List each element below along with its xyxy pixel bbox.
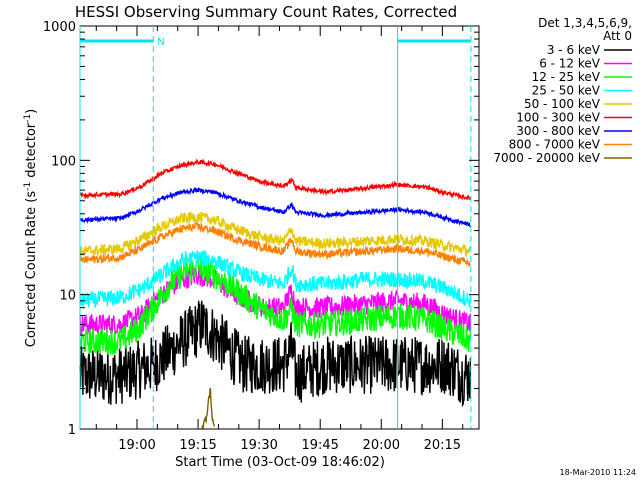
legend-label: 7000 - 20000 keV xyxy=(493,151,600,165)
night-label: N xyxy=(157,37,164,48)
y-axis-label-sup2: -1 xyxy=(23,114,33,123)
y-axis-label-end: ) xyxy=(24,109,39,114)
series-line-7 xyxy=(79,221,472,268)
x-tick-label: 19:00 xyxy=(118,438,155,453)
y-axis-label-mid: detector xyxy=(24,122,39,182)
legend-label: 25 - 50 keV xyxy=(532,84,601,98)
series-line-0 xyxy=(79,300,472,408)
legend-label: 12 - 25 keV xyxy=(532,70,601,84)
y-tick-label: 10 xyxy=(59,289,76,304)
legend-label: 6 - 12 keV xyxy=(539,57,601,71)
y-tick-label: 1000 xyxy=(43,20,76,35)
legend-label: 50 - 100 keV xyxy=(524,97,601,111)
y-axis-label-main: Corrected Count Rate (s xyxy=(24,191,39,348)
series-layer xyxy=(79,158,472,429)
x-tick-label: 20:15 xyxy=(424,438,461,453)
annotation-layer: N xyxy=(79,26,472,429)
generation-timestamp: 18-Mar-2010 11:24 xyxy=(560,468,637,477)
x-axis-label: Start Time (03-Oct-09 18:46:02) xyxy=(175,455,385,470)
legend-header-attenuator: Att 0 xyxy=(603,29,632,43)
y-tick-label: 100 xyxy=(51,154,76,169)
x-tick-label: 19:30 xyxy=(240,438,277,453)
x-tick-label: 20:00 xyxy=(363,438,400,453)
y-axis-label: Corrected Count Rate (s-1 detector-1) xyxy=(23,109,39,347)
x-tick-label: 19:15 xyxy=(179,438,216,453)
series-line-6 xyxy=(79,186,471,228)
x-tick-label: 19:45 xyxy=(301,438,338,453)
legend-label: 100 - 300 keV xyxy=(516,111,600,125)
y-axis-label-sup1: -1 xyxy=(23,182,33,191)
axis-layer: 1 10 100 1000 19:00 19:15 19:30 19:45 20:00 20:15 xyxy=(43,20,479,453)
legend-label: 800 - 7000 keV xyxy=(509,138,601,152)
y-tick-label: 1 xyxy=(68,423,76,438)
legend-header-detectors: Det 1,3,4,5,6,9, xyxy=(538,16,632,30)
legend-label: 3 - 6 keV xyxy=(547,43,601,57)
series-line-1 xyxy=(79,266,472,338)
series-line-2 xyxy=(79,256,472,355)
chart-title: HESSI Observing Summary Count Rates, Cor… xyxy=(75,3,457,21)
legend-label: 300 - 800 keV xyxy=(516,124,600,138)
series-line-4 xyxy=(79,211,472,258)
series-line-3 xyxy=(79,250,472,308)
series-line-8 xyxy=(201,387,216,429)
series-line-5 xyxy=(79,158,472,202)
